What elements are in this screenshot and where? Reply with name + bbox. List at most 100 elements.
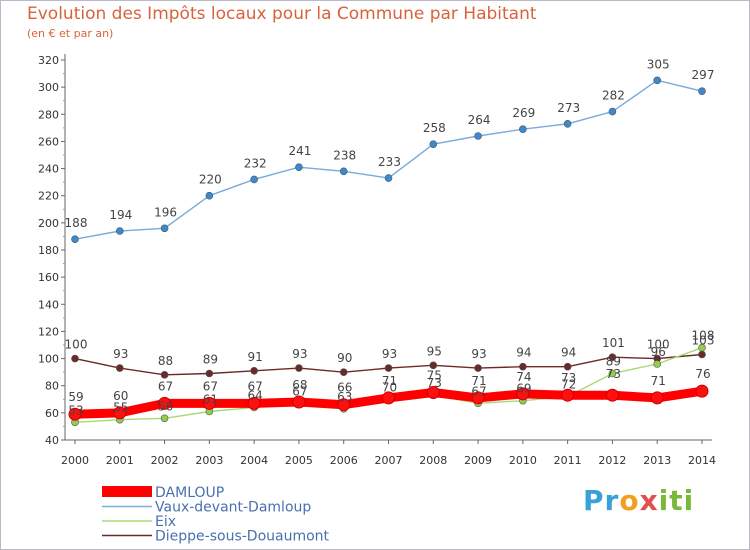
data-label: 273	[557, 101, 580, 115]
x-tick-label: 2004	[240, 454, 268, 467]
x-tick-label: 2009	[464, 454, 492, 467]
data-label: 94	[561, 346, 576, 360]
data-point	[339, 167, 348, 176]
y-tick-label: 200	[38, 217, 59, 230]
data-point	[68, 407, 82, 421]
data-label: 95	[427, 344, 442, 358]
y-tick-label: 40	[45, 434, 59, 447]
legend-swatch	[102, 486, 152, 497]
data-label: 196	[154, 205, 177, 219]
data-label: 63	[337, 390, 352, 404]
data-point	[698, 87, 706, 96]
x-tick-label: 2000	[61, 454, 89, 467]
data-label: 73	[561, 371, 576, 385]
data-point	[608, 107, 617, 116]
data-label: 269	[512, 106, 535, 120]
data-point	[384, 364, 393, 372]
data-label: 67	[158, 379, 173, 393]
legend-item: Dieppe-sous-Douaumont	[102, 529, 330, 545]
data-label: 94	[516, 346, 531, 360]
data-label: 89	[203, 353, 218, 367]
data-point	[205, 369, 214, 378]
data-label: 264	[468, 113, 491, 127]
x-tick-label: 2007	[375, 454, 403, 467]
y-tick-label: 220	[38, 190, 59, 203]
data-point	[160, 371, 169, 379]
data-label: 67	[292, 384, 307, 398]
data-point	[295, 163, 303, 172]
x-tick-label: 2006	[330, 454, 358, 467]
data-point	[605, 388, 619, 402]
data-label: 56	[158, 399, 173, 413]
x-tick-label: 2001	[106, 454, 134, 467]
data-label: 67	[471, 384, 486, 398]
data-label: 103	[692, 334, 715, 348]
data-label: 233	[378, 155, 401, 169]
data-point	[429, 140, 438, 148]
data-label: 241	[288, 144, 311, 158]
data-label: 74	[516, 370, 531, 384]
data-label: 88	[158, 354, 173, 368]
data-point	[247, 396, 261, 410]
data-label: 70	[382, 380, 397, 394]
x-tick-label: 2012	[598, 454, 626, 467]
x-tick-label: 2013	[643, 454, 671, 467]
data-label: 100	[65, 338, 88, 352]
legend-label: Dieppe-sous-Douaumont	[155, 529, 330, 545]
data-label: 60	[113, 389, 128, 403]
y-tick-label: 320	[38, 54, 59, 67]
data-point	[337, 398, 351, 412]
data-point	[471, 391, 485, 405]
data-label: 93	[113, 347, 128, 361]
data-label: 75	[427, 369, 442, 383]
y-tick-label: 180	[38, 244, 59, 257]
data-point	[113, 406, 127, 420]
data-point	[160, 224, 169, 233]
data-label: 67	[248, 379, 263, 393]
data-label: 96	[651, 345, 666, 359]
data-point	[339, 368, 348, 376]
legend-item: Eix	[102, 514, 176, 530]
data-label: 305	[647, 57, 670, 71]
data-point	[71, 354, 79, 363]
data-label: 108	[692, 329, 715, 343]
x-tick-label: 2008	[419, 454, 447, 467]
y-tick-label: 280	[38, 108, 59, 121]
data-label: 93	[382, 347, 397, 361]
data-point	[426, 386, 440, 399]
data-point	[115, 364, 124, 372]
y-tick-label: 100	[38, 353, 59, 366]
data-point	[519, 125, 527, 134]
data-label: 93	[292, 347, 307, 361]
data-label: 55	[113, 401, 128, 415]
data-label: 101	[602, 336, 625, 350]
data-point	[516, 387, 530, 401]
data-point	[698, 343, 706, 352]
x-tick-label: 2010	[509, 454, 537, 467]
data-label: 194	[109, 208, 132, 222]
data-label: 93	[471, 347, 486, 361]
data-point	[653, 76, 662, 85]
data-label: 53	[68, 403, 83, 417]
data-point	[429, 361, 438, 370]
x-tick-label: 2011	[554, 454, 582, 467]
legend-label: Vaux-devant-Damloup	[155, 500, 311, 516]
data-label: 69	[516, 382, 531, 396]
data-point	[563, 119, 572, 128]
data-label: 67	[203, 379, 218, 393]
data-point	[202, 396, 216, 410]
series-vaux-devant-damloup	[71, 76, 706, 243]
legend-item: Vaux-devant-Damloup	[102, 500, 311, 516]
data-point	[205, 191, 214, 200]
data-point	[519, 362, 527, 371]
series-damloup	[68, 384, 709, 421]
data-point	[653, 360, 662, 368]
proxiti-logo: Proxiti	[583, 484, 695, 517]
x-tick-label: 2005	[285, 454, 313, 467]
data-point	[608, 369, 617, 378]
data-point	[382, 391, 395, 405]
x-tick-label: 2003	[195, 454, 223, 467]
data-point	[650, 391, 664, 405]
